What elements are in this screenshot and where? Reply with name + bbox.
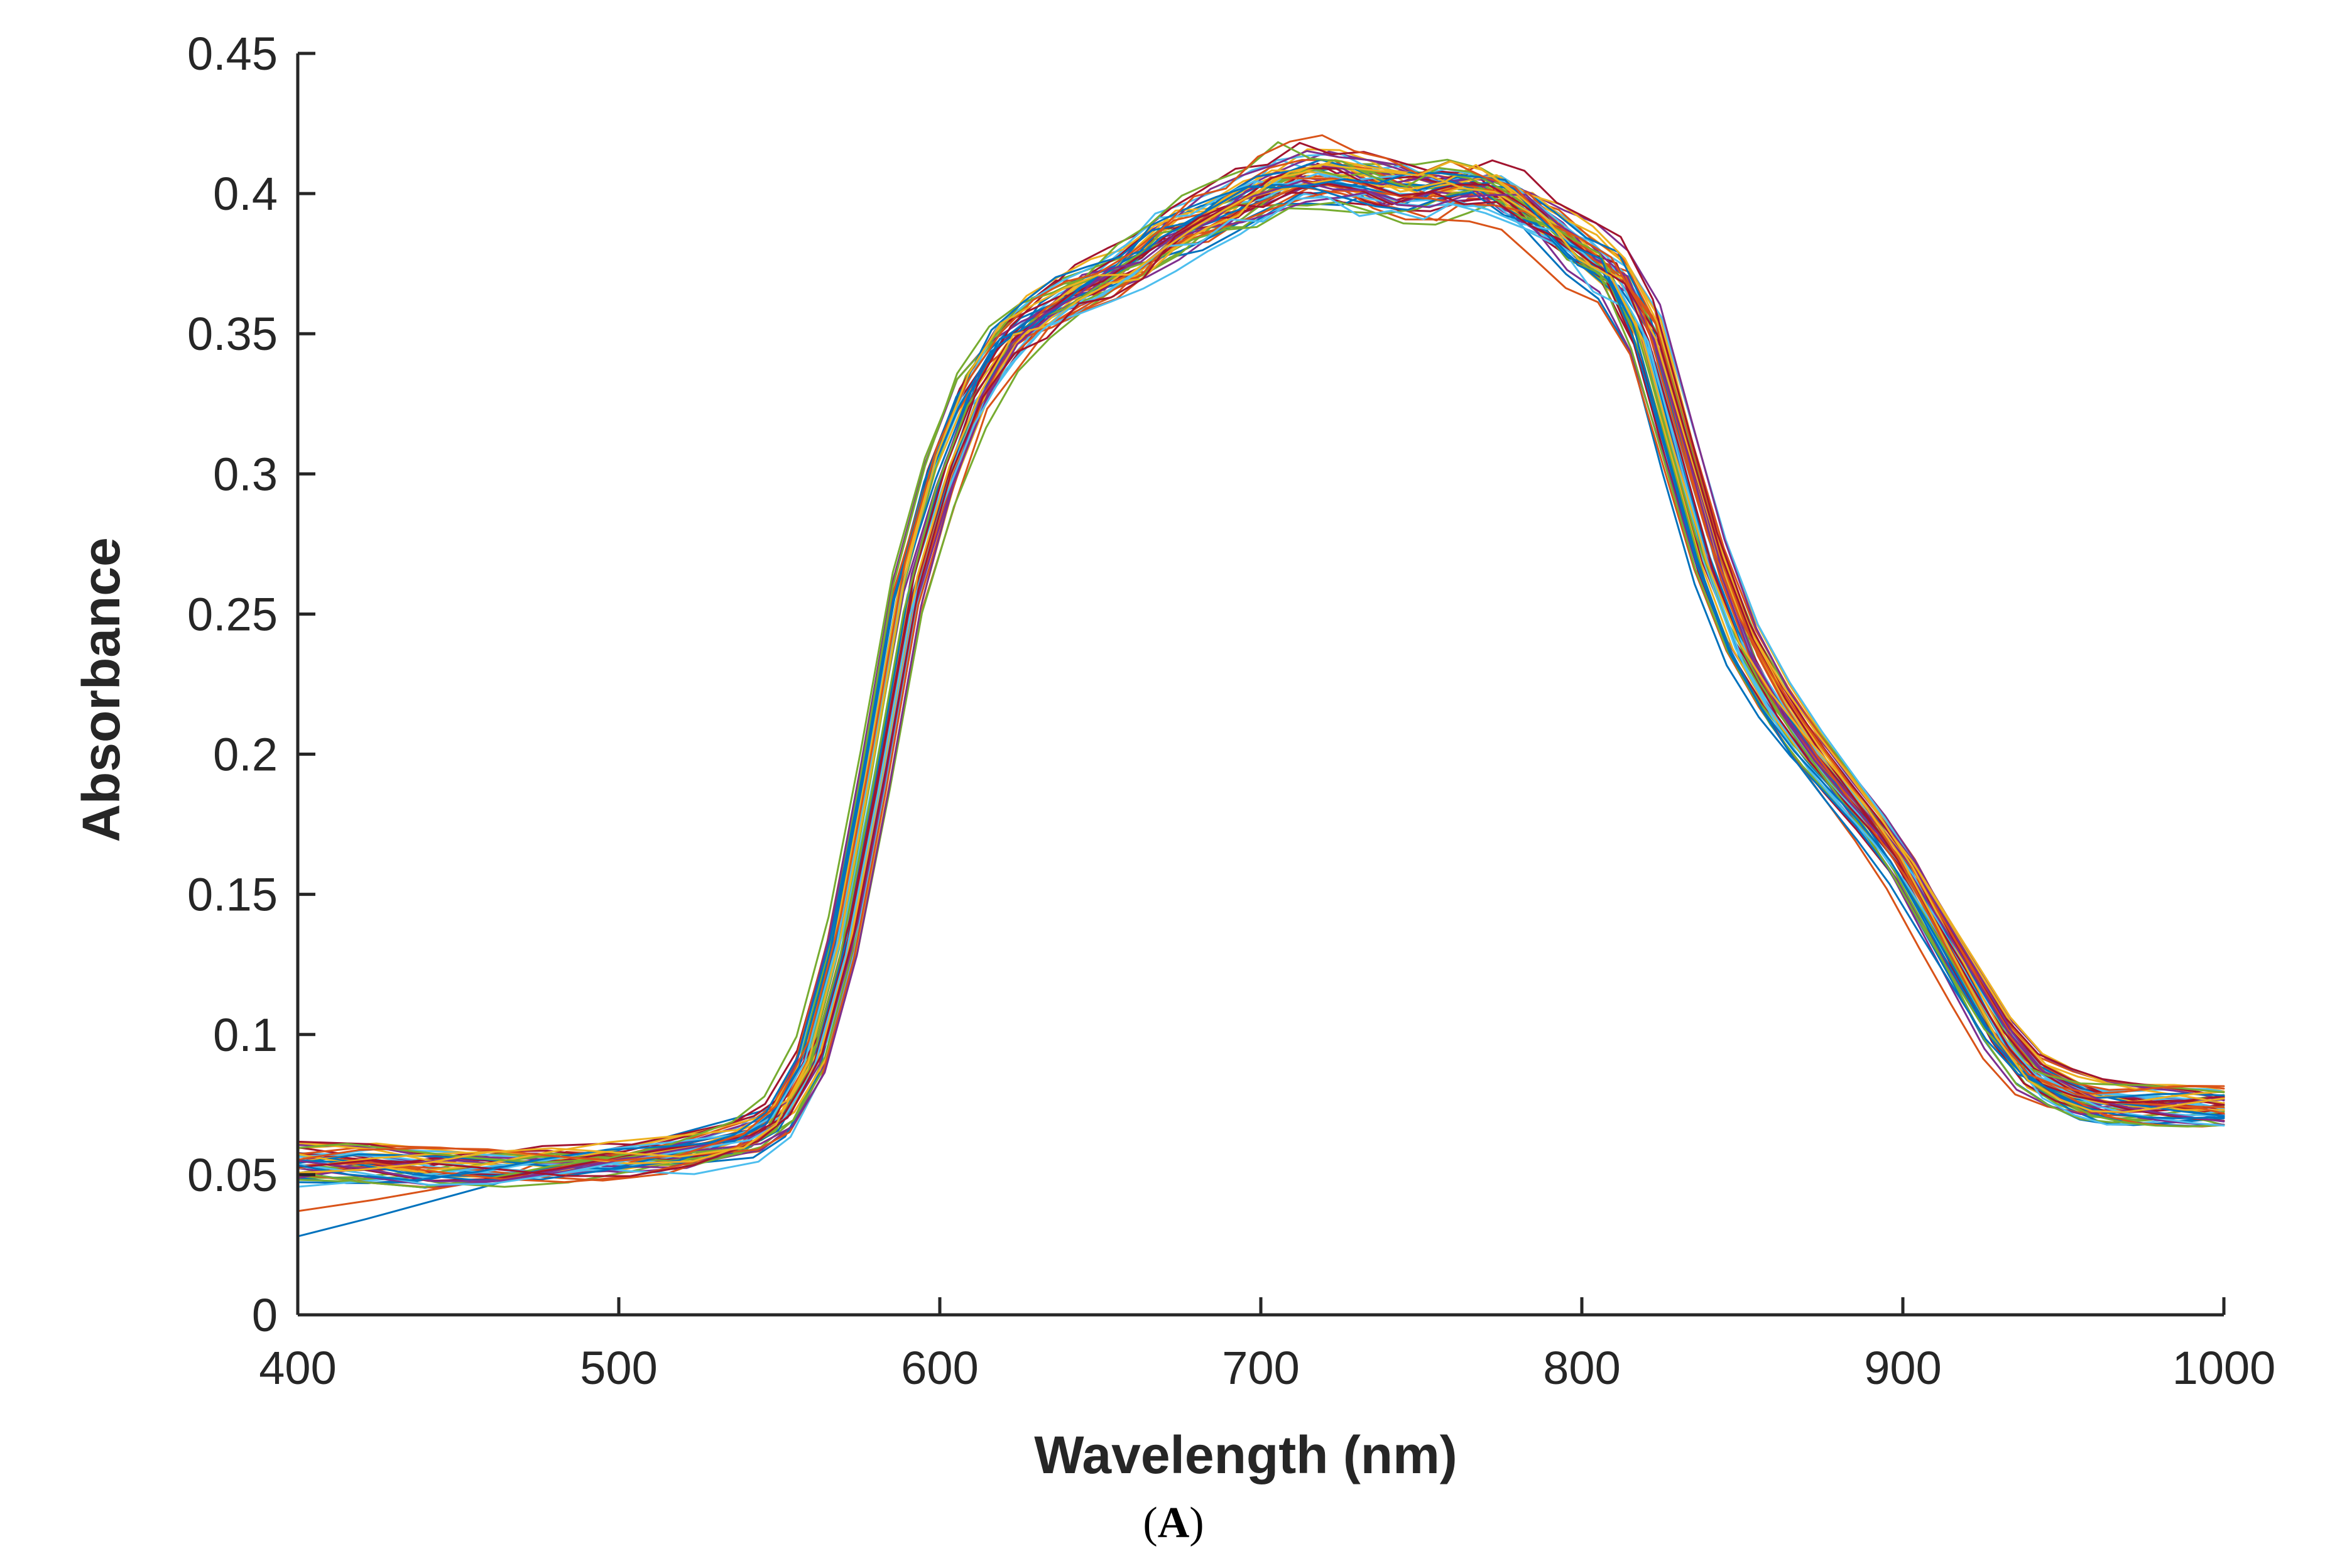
spectrum-series-line [297,181,2225,1173]
y-tick-label: 0.25 [187,588,278,640]
axes-layer [296,53,2224,1317]
x-tick-label: 1000 [2172,1342,2276,1394]
spectrum-series-line [297,141,2225,1163]
x-tick-label: 800 [1543,1342,1620,1394]
x-tick-label: 400 [259,1342,336,1394]
spectrum-series-line [297,159,2225,1169]
spectrum-series-line [297,150,2225,1174]
panel-label-letter: A [1157,1499,1190,1547]
y-tick-label: 0.3 [213,448,278,500]
y-tick-label: 0.35 [187,308,278,360]
spectrum-series-line [297,182,2225,1184]
spectrum-series-line [297,150,2225,1166]
spectrum-series-line [297,164,2225,1173]
spectrum-series-line [297,183,2225,1182]
spectrum-series-line [297,196,2225,1186]
y-tick-label: 0.15 [187,869,278,921]
spectrum-series-line [297,164,2225,1177]
y-tick-label: 0.4 [213,168,278,220]
spectrum-series-line [297,180,2225,1189]
spectrum-series-line [297,163,2225,1162]
spectrum-series-line [297,153,2225,1166]
spectrum-series-line [297,167,2225,1177]
spectrum-series-line [297,180,2225,1182]
spectrum-series-line [297,183,2225,1182]
y-tick-label: 0.45 [187,28,278,80]
absorbance-chart: 0 0.05 0.1 0.15 0.2 0.25 0.3 0.35 0.4 0.45 400 500 6… [72,28,2275,1484]
spectrum-series-line [297,175,2225,1179]
spectrum-series-line [297,171,2225,1176]
spectrum-series-line [297,179,2225,1176]
series-layer [297,134,2225,1238]
x-axis-title: Wavelength (nm) [1034,1425,1457,1484]
spectrum-series-line [297,160,2225,1180]
spectrum-series-line [297,141,2225,1164]
ticks-layer: 0 0.05 0.1 0.15 0.2 0.25 0.3 0.35 0.4 0.45 400 500 6… [187,28,2275,1394]
spectrum-series-line [297,170,2225,1212]
x-tick-label: 900 [1864,1342,1941,1394]
x-tick-label: 500 [580,1342,657,1394]
spectrum-series-line [297,159,2225,1163]
spectrum-series-line [297,166,2225,1175]
spectrum-series-line [297,163,2225,1238]
spectrum-series-line [297,172,2225,1172]
spectrum-series-line [297,162,2225,1175]
spectrum-series-line [297,187,2225,1180]
x-tick-label: 700 [1222,1342,1299,1394]
y-axis-title: Absorbance [72,537,131,842]
y-tick-label: 0.05 [187,1149,278,1201]
spectrum-series-line [297,176,2225,1177]
spectrum-series-line [297,181,2225,1184]
spectrum-series-line [297,180,2225,1182]
x-tick-label: 600 [901,1342,978,1394]
spectrum-series-line [297,158,2225,1180]
panel-label-open: ( [1143,1499,1158,1547]
spectrum-series-line [297,200,2225,1188]
spectrum-series-line [297,191,2225,1170]
spectrum-series-line [297,169,2225,1166]
y-tick-label: 0 [252,1289,278,1341]
panel-label-close: ) [1189,1499,1204,1547]
spectrum-series-line [297,134,2225,1162]
panel-label: (A) [0,1498,2347,1549]
spectrum-series-line [297,184,2225,1189]
spectrum-series-line [297,163,2225,1174]
spectrum-series-line [297,158,2225,1170]
spectrum-series-line [297,176,2225,1184]
spectrum-series-line [297,177,2225,1187]
spectrum-series-line [297,160,2225,1174]
spectrum-series-line [297,163,2225,1179]
spectrum-series-line [297,168,2225,1179]
spectrum-series-line [297,160,2225,1174]
spectrum-series-line [297,192,2225,1188]
spectrum-series-line [297,173,2225,1175]
y-tick-label: 0.1 [213,1009,278,1061]
spectrum-series-line [297,161,2225,1170]
spectrum-series-line [297,187,2225,1189]
y-tick-label: 0.2 [213,729,278,781]
spectrum-series-line [297,148,2225,1163]
spectrum-series-line [297,172,2225,1182]
spectrum-series-line [297,167,2225,1183]
